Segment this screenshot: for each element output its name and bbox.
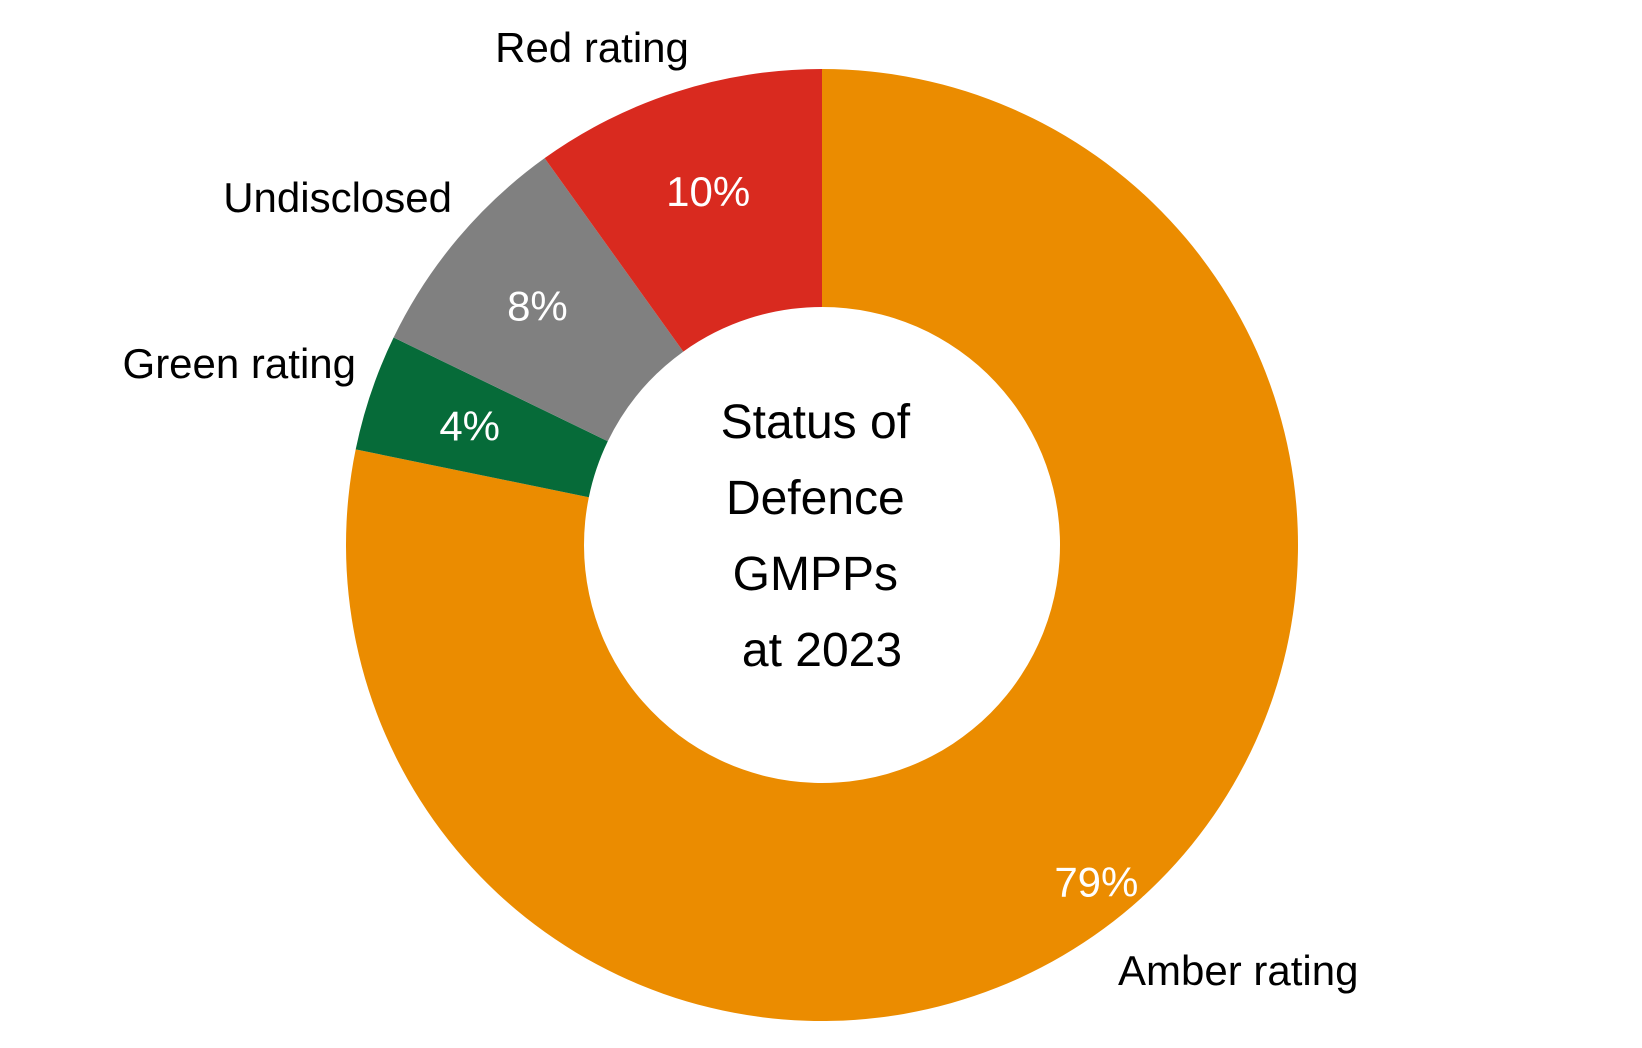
center-label: Status of Defence GMPPs at 2023 [721, 396, 924, 677]
center-label-line: Defence [726, 472, 905, 525]
slice-green-rating [355, 337, 608, 498]
center-label-line: GMPPs [733, 548, 898, 601]
slice-undisclosed [393, 158, 684, 442]
value-label: 79% [1054, 858, 1138, 905]
center-label-line: Status of [721, 396, 911, 449]
category-label: Amber rating [1118, 947, 1358, 994]
slice-red-rating [544, 69, 822, 352]
category-label: Red rating [495, 24, 689, 71]
category-label: Green rating [123, 340, 356, 387]
value-label: 10% [666, 168, 750, 215]
slices-layer [346, 69, 1299, 1021]
value-labels-layer: 79% 4% 8% 10% [439, 168, 1138, 905]
value-label: 4% [439, 403, 500, 450]
slice-amber-rating [346, 69, 1299, 1021]
category-labels-layer: Amber rating Green rating Undisclosed Red r… [123, 24, 1359, 994]
center-label-line: at 2023 [742, 624, 902, 677]
category-label: Undisclosed [223, 174, 452, 221]
value-label: 8% [507, 282, 568, 329]
